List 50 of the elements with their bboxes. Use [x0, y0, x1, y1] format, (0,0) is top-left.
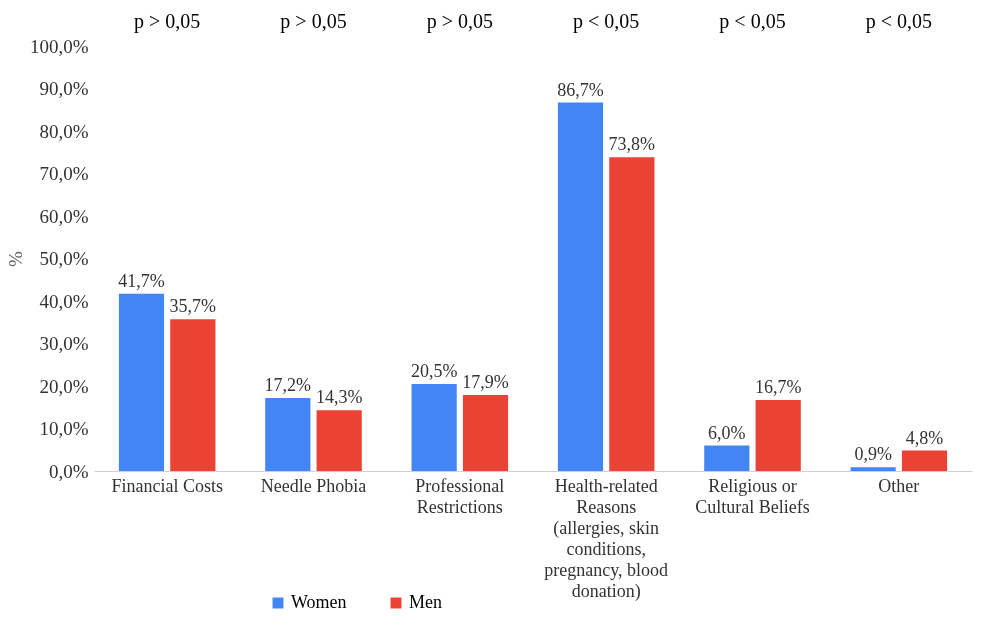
bar [557, 102, 604, 471]
bar [901, 450, 948, 471]
text: p > 0,05 [280, 10, 347, 33]
text: p > 0,05 [426, 10, 493, 33]
legend-label: Men [409, 592, 442, 612]
bar [462, 394, 509, 471]
bar [411, 383, 457, 471]
y-tick-label: 40,0% [39, 290, 89, 312]
y-tick-label: 0,0% [48, 460, 89, 482]
data-label: 4,8% [905, 427, 944, 448]
x-tick-label: Religious or Cultural Beliefs [695, 475, 810, 517]
y-tick-label: 50,0% [39, 248, 89, 269]
y-tick-label: 80,0% [39, 120, 89, 142]
data-label: 14,3% [315, 387, 363, 408]
y-tick-label: 10,0% [39, 418, 89, 439]
text: p > 0,05 [134, 10, 201, 33]
y-tick-label: 30,0% [39, 333, 89, 354]
bar [316, 410, 362, 471]
text: p < 0,05 [719, 10, 786, 33]
x-tick-label: Financial Costs [111, 475, 223, 496]
data-label: 86,7% [557, 79, 604, 100]
x-tick-label: Professional Restrictions [415, 475, 505, 517]
bar [609, 157, 655, 471]
y-tick-label: 70,0% [39, 163, 89, 184]
bar [170, 319, 216, 471]
data-label: 35,7% [169, 296, 217, 317]
data-label: 6,0% [708, 422, 746, 443]
bar [755, 400, 801, 471]
bar [704, 445, 750, 471]
data-label: 0,9% [854, 444, 892, 465]
y-tick-label: 20,0% [39, 375, 89, 397]
bar [265, 397, 311, 471]
data-label: 73,8% [608, 134, 656, 155]
data-label: 16,7% [754, 377, 802, 398]
x-tick-label: Health-related Reasons (allergies, skin conditions, pregnancy, blood donation) [544, 475, 669, 602]
data-label: 20,5% [410, 360, 458, 381]
data-label: 17,2% [264, 374, 312, 395]
y-tick-label: 60,0% [39, 205, 89, 227]
data-label: 17,9% [462, 371, 509, 392]
x-tick-label: Needle Phobia [260, 475, 367, 496]
text: p < 0,05 [865, 10, 932, 33]
y-axis-title: % [4, 250, 26, 267]
bar [118, 293, 165, 471]
bar [850, 467, 896, 471]
y-tick-label: 100,0% [29, 35, 89, 57]
text: p < 0,05 [573, 10, 640, 33]
y-tick-label: 90,0% [39, 78, 89, 99]
x-tick-label: Other [878, 475, 920, 496]
legend-label: Women [291, 592, 347, 612]
data-label: 41,7% [118, 270, 165, 291]
